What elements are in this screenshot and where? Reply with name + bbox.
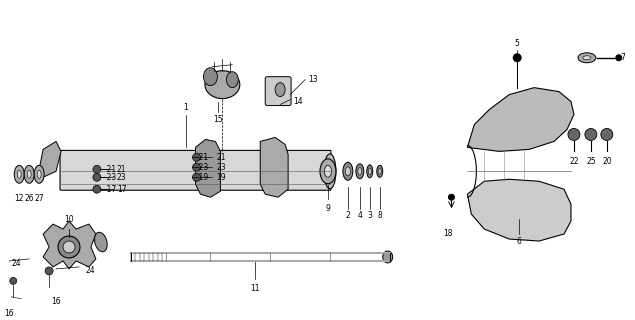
Text: —19: —19: [191, 173, 208, 182]
Text: 19: 19: [217, 173, 226, 182]
Polygon shape: [39, 141, 61, 177]
Text: 16: 16: [4, 309, 14, 318]
Text: 7: 7: [621, 53, 625, 62]
Circle shape: [192, 153, 201, 161]
Ellipse shape: [368, 168, 371, 174]
Ellipse shape: [205, 71, 240, 99]
Polygon shape: [260, 137, 288, 197]
Ellipse shape: [324, 165, 331, 177]
Ellipse shape: [24, 165, 34, 183]
Text: 12: 12: [15, 194, 24, 203]
FancyBboxPatch shape: [60, 150, 331, 190]
Polygon shape: [43, 221, 96, 269]
Text: 22: 22: [569, 157, 578, 166]
Circle shape: [616, 55, 622, 61]
Text: 1: 1: [183, 102, 188, 112]
Text: 21: 21: [217, 153, 226, 162]
Ellipse shape: [95, 232, 107, 252]
Circle shape: [585, 128, 597, 140]
Circle shape: [93, 185, 101, 193]
Text: 24: 24: [86, 266, 96, 276]
Text: 9: 9: [326, 204, 330, 213]
Polygon shape: [196, 140, 220, 197]
Ellipse shape: [27, 170, 31, 178]
Ellipse shape: [275, 83, 285, 97]
Text: 11: 11: [250, 284, 260, 293]
Ellipse shape: [17, 170, 21, 178]
Ellipse shape: [356, 164, 364, 179]
FancyBboxPatch shape: [265, 77, 291, 106]
Ellipse shape: [358, 168, 362, 175]
Ellipse shape: [37, 170, 41, 178]
Ellipse shape: [343, 162, 353, 180]
Text: 24: 24: [11, 260, 21, 268]
Text: —23: —23: [100, 173, 117, 182]
Text: —21: —21: [191, 153, 208, 162]
Circle shape: [45, 267, 53, 275]
Text: 4: 4: [358, 211, 362, 220]
Text: —23: —23: [191, 163, 208, 172]
Ellipse shape: [383, 251, 392, 263]
Text: 14: 14: [293, 97, 303, 106]
Circle shape: [93, 173, 101, 181]
Circle shape: [93, 165, 101, 173]
Text: 5: 5: [515, 39, 519, 48]
Ellipse shape: [34, 165, 44, 183]
Polygon shape: [467, 179, 571, 241]
Circle shape: [568, 128, 580, 140]
Text: 13: 13: [308, 75, 318, 84]
Text: 17: 17: [117, 185, 126, 194]
Ellipse shape: [578, 53, 596, 63]
Ellipse shape: [203, 68, 217, 86]
Text: 26: 26: [24, 194, 34, 203]
Ellipse shape: [320, 159, 336, 184]
Text: 25: 25: [586, 157, 596, 166]
Ellipse shape: [377, 165, 383, 177]
Ellipse shape: [367, 165, 373, 178]
Ellipse shape: [14, 165, 24, 183]
Ellipse shape: [583, 56, 591, 60]
Text: 18: 18: [443, 229, 452, 238]
Text: —17: —17: [100, 185, 117, 194]
Text: 20: 20: [602, 157, 612, 166]
Text: —21: —21: [100, 165, 117, 174]
Text: 21: 21: [117, 165, 126, 174]
Circle shape: [192, 163, 201, 171]
Text: 16: 16: [51, 297, 61, 306]
Text: 23: 23: [117, 173, 126, 182]
Ellipse shape: [58, 236, 80, 258]
Circle shape: [10, 277, 17, 284]
Text: 6: 6: [517, 237, 521, 246]
Circle shape: [448, 194, 455, 200]
Text: 2: 2: [345, 211, 351, 220]
Text: 23: 23: [217, 163, 226, 172]
Circle shape: [601, 128, 613, 140]
Circle shape: [192, 173, 201, 181]
Text: 15: 15: [213, 115, 224, 124]
Ellipse shape: [345, 167, 351, 176]
Text: 8: 8: [377, 211, 382, 220]
Ellipse shape: [378, 168, 381, 174]
Text: 27: 27: [34, 194, 44, 203]
Polygon shape: [467, 88, 574, 151]
Text: 10: 10: [64, 215, 74, 224]
Ellipse shape: [226, 72, 238, 88]
Text: 3: 3: [368, 211, 372, 220]
Circle shape: [63, 241, 75, 253]
Ellipse shape: [324, 154, 336, 189]
Circle shape: [513, 54, 521, 62]
